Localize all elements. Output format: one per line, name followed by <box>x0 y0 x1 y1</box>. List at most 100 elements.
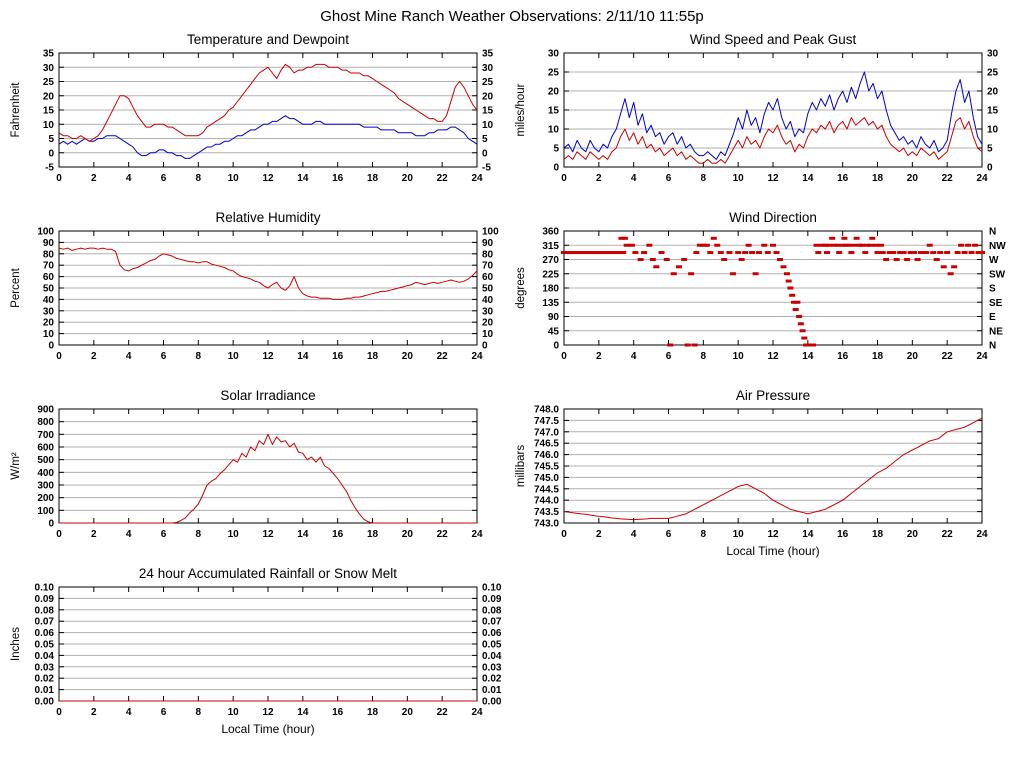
wind_direction-marker <box>738 258 745 261</box>
svg-text:20: 20 <box>43 91 55 102</box>
wind_direction-marker <box>628 243 635 247</box>
svg-text:10: 10 <box>987 125 999 136</box>
svg-text:0: 0 <box>56 173 62 184</box>
svg-text:14: 14 <box>297 707 309 718</box>
svg-text:744.0: 744.0 <box>534 496 559 507</box>
svg-text:20: 20 <box>907 173 919 184</box>
wind_direction-marker <box>872 243 879 247</box>
svg-text:30: 30 <box>43 306 55 317</box>
wind_direction-marker <box>926 243 933 247</box>
svg-text:0: 0 <box>48 519 54 530</box>
wind_direction-marker <box>561 251 567 255</box>
wind_direction-marker <box>776 258 783 261</box>
svg-text:25: 25 <box>482 77 494 88</box>
wind_direction-marker <box>653 265 660 269</box>
wind_direction-marker <box>592 251 599 255</box>
svg-text:-5: -5 <box>45 163 54 174</box>
svg-text:4: 4 <box>631 173 637 184</box>
humidity-line <box>58 247 478 300</box>
wind_direction-marker <box>796 315 803 318</box>
chart-relative-humidity: 0 0 10 10 20 20 30 30 40 40 50 50 60 60 70 70 80 80 90 90 10… <box>7 207 512 385</box>
svg-text:NW: NW <box>989 241 1006 252</box>
svg-text:6: 6 <box>666 351 672 362</box>
svg-text:Relative Humidity: Relative Humidity <box>215 210 320 225</box>
svg-text:25: 25 <box>548 68 560 79</box>
wind_direction-marker <box>923 251 930 255</box>
svg-text:0: 0 <box>561 351 567 362</box>
wind_direction-marker <box>667 343 674 347</box>
wind_direction-marker <box>810 343 817 347</box>
wind_direction-marker <box>834 243 841 247</box>
svg-text:Percent: Percent <box>10 267 22 307</box>
svg-text:0.09: 0.09 <box>35 594 55 605</box>
wind_direction-marker <box>979 251 985 255</box>
wind_direction-marker <box>839 243 846 247</box>
svg-text:0: 0 <box>561 529 567 540</box>
wind_direction-marker <box>877 243 884 247</box>
wind_direction-marker <box>879 251 886 255</box>
svg-text:30: 30 <box>482 63 494 74</box>
wind_direction-marker <box>904 258 911 261</box>
wind_direction-marker <box>613 251 620 255</box>
svg-text:0.08: 0.08 <box>482 605 502 616</box>
svg-text:16: 16 <box>837 529 849 540</box>
wind_direction-marker <box>574 251 581 255</box>
svg-text:15: 15 <box>548 106 560 117</box>
svg-text:22: 22 <box>942 529 954 540</box>
svg-text:10: 10 <box>733 173 745 184</box>
wind_direction-marker <box>951 265 958 269</box>
svg-text:10: 10 <box>548 125 560 136</box>
svg-text:4: 4 <box>126 707 132 718</box>
svg-text:Air Pressure: Air Pressure <box>736 388 810 403</box>
wind_direction-marker <box>649 258 656 261</box>
svg-text:miles/hour: miles/hour <box>515 83 527 136</box>
svg-text:14: 14 <box>802 173 814 184</box>
svg-text:30: 30 <box>482 306 494 317</box>
relative_humidity-plot-border <box>58 230 478 346</box>
svg-text:0: 0 <box>987 163 993 174</box>
svg-text:2: 2 <box>91 351 97 362</box>
svg-text:0: 0 <box>56 529 62 540</box>
wind_direction-marker <box>693 251 700 255</box>
wind_direction-marker <box>792 308 799 312</box>
wind_direction-marker <box>961 251 968 255</box>
svg-text:744.5: 744.5 <box>534 484 559 495</box>
svg-text:800: 800 <box>37 417 54 428</box>
svg-text:Wind Speed and Peak Gust: Wind Speed and Peak Gust <box>690 32 857 47</box>
svg-text:0.00: 0.00 <box>35 697 55 708</box>
svg-text:700: 700 <box>37 430 54 441</box>
svg-text:10: 10 <box>228 529 240 540</box>
wind_direction-marker <box>756 251 763 255</box>
temperature-line <box>58 63 478 142</box>
wind_direction-marker <box>595 251 602 255</box>
svg-text:0.08: 0.08 <box>35 605 55 616</box>
wind_direction-marker <box>641 251 648 255</box>
wind_direction-marker <box>735 251 742 255</box>
svg-text:Wind Direction: Wind Direction <box>729 210 817 225</box>
svg-text:18: 18 <box>367 173 379 184</box>
svg-text:70: 70 <box>43 261 55 272</box>
svg-text:Local Time (hour): Local Time (hour) <box>221 722 314 736</box>
wind_direction-marker <box>830 243 837 247</box>
svg-text:W: W <box>989 255 999 266</box>
wind_direction-marker <box>846 243 853 247</box>
svg-text:5: 5 <box>48 134 54 145</box>
svg-text:6: 6 <box>666 173 672 184</box>
wind_direction-marker <box>606 251 613 255</box>
svg-text:45: 45 <box>548 326 560 337</box>
svg-text:100: 100 <box>37 506 54 517</box>
wind_direction-marker <box>785 279 792 283</box>
svg-text:0.07: 0.07 <box>35 617 55 628</box>
wind_direction-marker <box>918 251 925 255</box>
wind_direction-marker <box>714 243 721 247</box>
svg-text:5: 5 <box>987 144 993 155</box>
svg-text:Local Time (hour): Local Time (hour) <box>726 544 819 558</box>
svg-text:0.05: 0.05 <box>482 640 502 651</box>
wind_direction-marker <box>783 272 790 276</box>
wind_direction-marker <box>841 236 848 240</box>
svg-text:22: 22 <box>942 173 954 184</box>
svg-text:0.06: 0.06 <box>35 628 55 639</box>
